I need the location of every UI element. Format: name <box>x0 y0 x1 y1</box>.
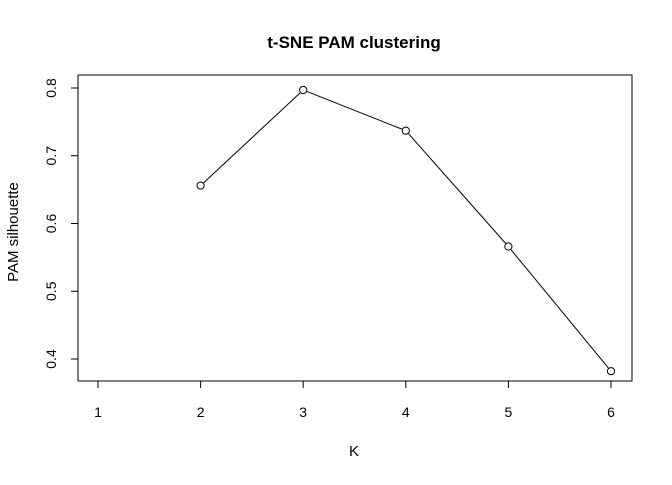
series-segment <box>408 133 506 244</box>
y-axis: 0.4 0.5 0.6 0.7 0.8 <box>43 78 79 369</box>
x-tick-label: 6 <box>607 404 615 420</box>
x-tick-label: 4 <box>402 404 410 420</box>
y-tick-label: 0.7 <box>43 146 59 166</box>
series-layer <box>196 85 616 376</box>
x-tick-label: 1 <box>94 404 102 420</box>
data-point <box>401 126 410 135</box>
y-axis-label: PAM silhouette <box>5 182 22 282</box>
data-point <box>504 242 513 251</box>
series-segment <box>306 91 403 130</box>
series-segment <box>510 249 609 369</box>
data-point <box>606 367 616 376</box>
y-tick-label: 0.5 <box>43 281 59 301</box>
plot-frame <box>77 74 633 382</box>
series-segment <box>203 92 301 184</box>
chart-title: t-SNE PAM clustering <box>267 33 440 52</box>
x-axis: 1 2 3 4 5 6 <box>94 380 615 420</box>
y-tick-label: 0.4 <box>43 349 59 369</box>
x-tick-label: 3 <box>299 404 307 420</box>
y-tick-label: 0.6 <box>43 214 59 234</box>
data-point <box>196 181 205 190</box>
x-axis-label: K <box>349 443 359 460</box>
data-point <box>299 85 308 95</box>
x-tick-label: 2 <box>197 404 205 420</box>
x-tick-label: 5 <box>505 404 513 420</box>
y-tick-label: 0.8 <box>43 78 59 98</box>
